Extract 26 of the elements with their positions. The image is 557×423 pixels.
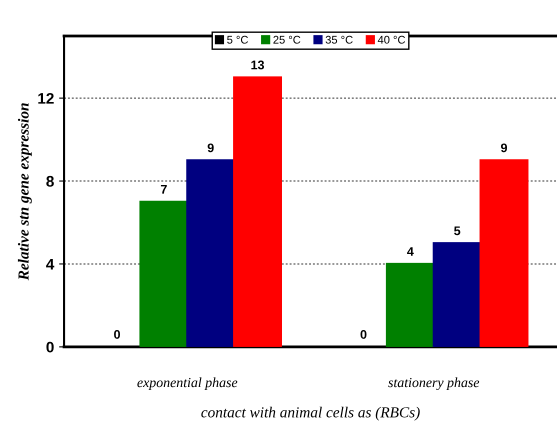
data-label: 4 — [407, 247, 414, 256]
y-axis-title: Relative stn gene expression — [18, 103, 32, 280]
y-tick-label: 8 — [46, 176, 54, 187]
legend-label: 5 °C — [227, 36, 248, 44]
bar — [386, 262, 435, 347]
data-label: 0 — [114, 330, 120, 339]
x-tick-label: stationery phase — [388, 377, 480, 390]
y-tick-label: 0 — [46, 342, 54, 353]
bar — [139, 200, 188, 347]
data-label: 9 — [500, 143, 508, 152]
legend-label: 40 °C — [378, 36, 406, 44]
legend-label: 25 °C — [273, 36, 300, 44]
bar — [432, 242, 482, 347]
bar — [233, 76, 282, 347]
data-label: 5 — [454, 226, 460, 236]
y-tick-label: 12 — [38, 93, 54, 104]
data-label: 7 — [160, 185, 167, 194]
x-axis-title: contact with animal cells as (RBCs) — [201, 406, 420, 421]
y-tick-label: 4 — [46, 258, 54, 270]
legend-label: 35 °C — [326, 36, 353, 44]
data-label: 13 — [251, 60, 264, 70]
data-label: 9 — [208, 143, 214, 152]
data-label: 0 — [360, 330, 366, 339]
bar — [480, 159, 528, 347]
bar — [186, 159, 236, 347]
x-tick-label: exponential phase — [137, 377, 238, 390]
